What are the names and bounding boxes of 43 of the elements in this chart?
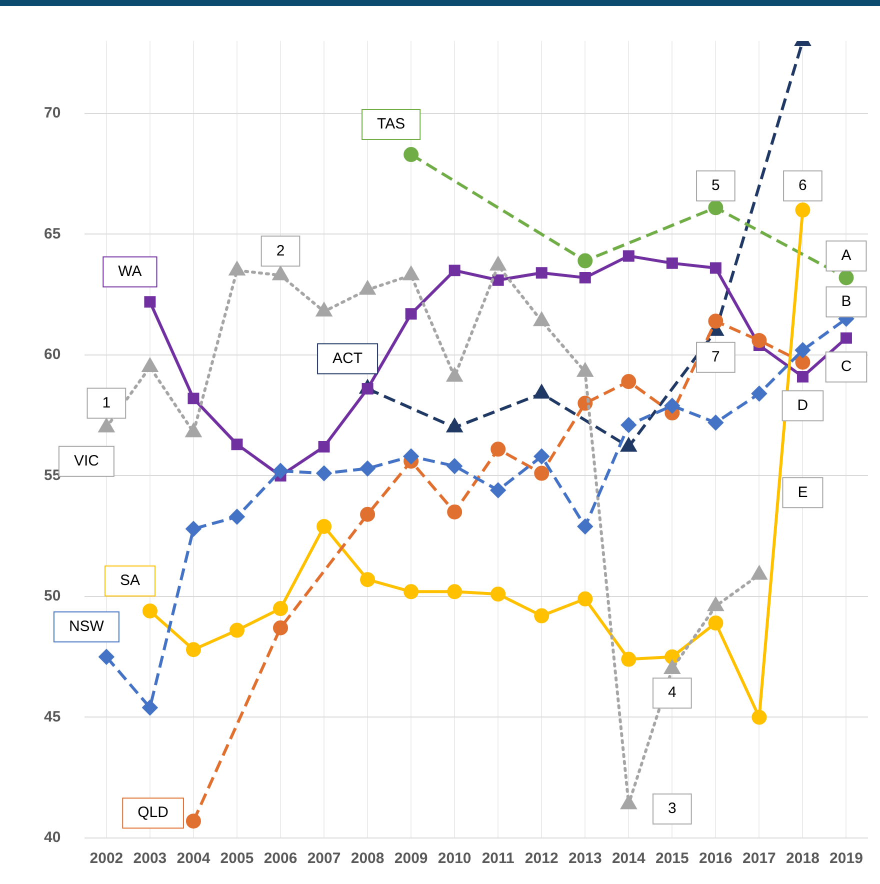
annotation: 2 [276, 242, 285, 260]
annotation: 4 [668, 684, 676, 702]
annotation: A [841, 247, 852, 264]
x-tick-label: 2006 [264, 850, 298, 868]
y-tick-label: 40 [44, 829, 61, 846]
y-tick-label: 45 [44, 708, 61, 726]
x-tick-label: 2003 [133, 850, 167, 868]
annotation: 1 [102, 394, 111, 412]
annotation: E [798, 484, 808, 501]
x-tick-label: 2014 [612, 850, 646, 868]
y-tick-label: 60 [44, 346, 61, 364]
x-tick-label: 2018 [786, 850, 820, 868]
series-label: TAS [377, 116, 406, 133]
annotation: C [840, 358, 852, 376]
x-tick-label: 2005 [220, 850, 254, 868]
series-label: QLD [138, 804, 169, 822]
x-tick-label: 2016 [699, 850, 732, 868]
x-tick-label: 2017 [742, 850, 776, 868]
series-label: WA [118, 262, 142, 280]
y-tick-label: 65 [44, 225, 61, 242]
x-tick-label: 2015 [655, 850, 689, 868]
annotation: D [797, 396, 808, 414]
x-tick-label: 2002 [90, 850, 124, 868]
series-label: VIC [74, 452, 100, 470]
annotation: 7 [712, 348, 720, 366]
series-label: ACT [332, 350, 363, 367]
y-tick-label: 70 [44, 104, 61, 122]
y-tick-label: 50 [44, 588, 61, 605]
series-label: SA [120, 572, 140, 590]
x-tick-label: 2019 [830, 850, 863, 868]
x-tick-label: 2013 [568, 850, 602, 868]
annotation: 6 [798, 177, 807, 194]
x-tick-label: 2010 [438, 850, 472, 868]
x-tick-label: 2004 [176, 850, 211, 868]
annotation: 5 [712, 177, 720, 194]
series-label: NSW [68, 618, 105, 636]
x-tick-label: 2008 [350, 850, 384, 868]
x-tick-label: 2007 [307, 850, 341, 868]
annotation: 3 [668, 800, 676, 818]
annotation: B [841, 292, 852, 310]
x-tick-label: 2009 [394, 850, 428, 868]
x-tick-label: 2012 [524, 850, 558, 868]
x-tick-label: 2011 [482, 850, 514, 868]
